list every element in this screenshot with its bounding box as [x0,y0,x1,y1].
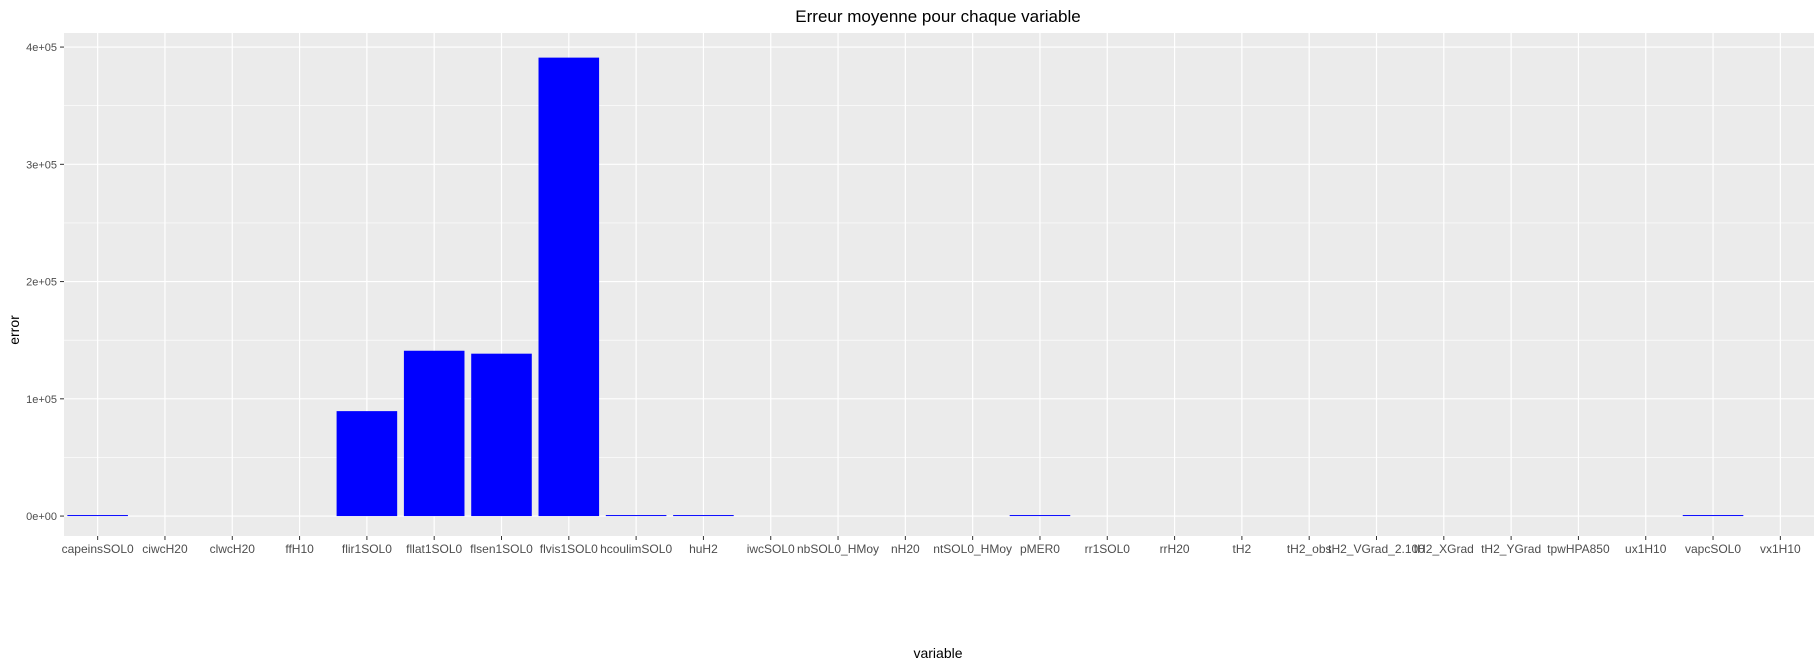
y-tick-label: 2e+05 [26,277,57,289]
x-tick-label: tH2_VGrad_2.100 [1328,542,1425,556]
bar-flvis1SOL0 [538,57,600,517]
bar-flir1SOL0 [336,411,398,517]
x-tick-label: ux1H10 [1625,542,1667,556]
x-tick-label: flir1SOL0 [342,542,392,556]
x-tick-label: huH2 [689,542,718,556]
x-tick-label: clwcH20 [210,542,256,556]
chart-title: Erreur moyenne pour chaque variable [795,7,1080,26]
x-tick-label: fllat1SOL0 [406,542,462,556]
x-tick-label: rr1SOL0 [1085,542,1131,556]
bar-hcoulimSOL0 [605,515,667,517]
y-tick-label: 4e+05 [26,42,57,54]
x-tick-label: ffH10 [285,542,314,556]
bars [67,57,1744,517]
bar-fllat1SOL0 [403,350,465,517]
y-axis-title: error [6,315,22,345]
bar-huH2 [673,515,734,517]
x-tick-label: ntSOL0_HMoy [933,542,1012,556]
x-tick-label: vapcSOL0 [1685,542,1741,556]
x-axis-title: variable [913,645,962,661]
x-tick-label: tH2 [1233,542,1252,556]
x-tick-label: tH2_obs [1287,542,1332,556]
x-tick-label: pMER0 [1020,542,1060,556]
x-tick-label: iwcSOL0 [747,542,795,556]
x-tick-label: hcoulimSOL0 [600,542,672,556]
y-tick-label: 1e+05 [26,394,57,406]
x-tick-label: vx1H10 [1760,542,1801,556]
x-tick-label: flvis1SOL0 [540,542,598,556]
x-tick-label: tH2_XGrad [1414,542,1474,556]
x-tick-label: ciwcH20 [142,542,188,556]
bar-pMER0 [1009,515,1071,517]
x-tick-label: rrH20 [1160,542,1190,556]
bar-vapcSOL0 [1682,515,1744,517]
x-tick-label: tH2_YGrad [1481,542,1541,556]
x-tick-label: capeinsSOL0 [62,542,134,556]
plot-panel [64,33,1814,536]
x-tick-label: tpwHPA850 [1547,542,1610,556]
x-tick-label: nH20 [891,542,920,556]
y-tick-label: 3e+05 [26,159,57,171]
x-axis: capeinsSOL0 ciwcH20 clwcH20 ffH10 flir1SOL0 f… [62,536,1801,556]
x-tick-label: flsen1SOL0 [470,542,533,556]
y-axis: 0e+00 1e+05 2e+05 3e+05 4e+05 [26,42,64,523]
x-tick-label: nbSOL0_HMoy [797,542,879,556]
bar-capeinsSOL0 [67,515,128,517]
y-tick-label: 0e+00 [26,511,57,523]
bar-flsen1SOL0 [471,353,532,517]
